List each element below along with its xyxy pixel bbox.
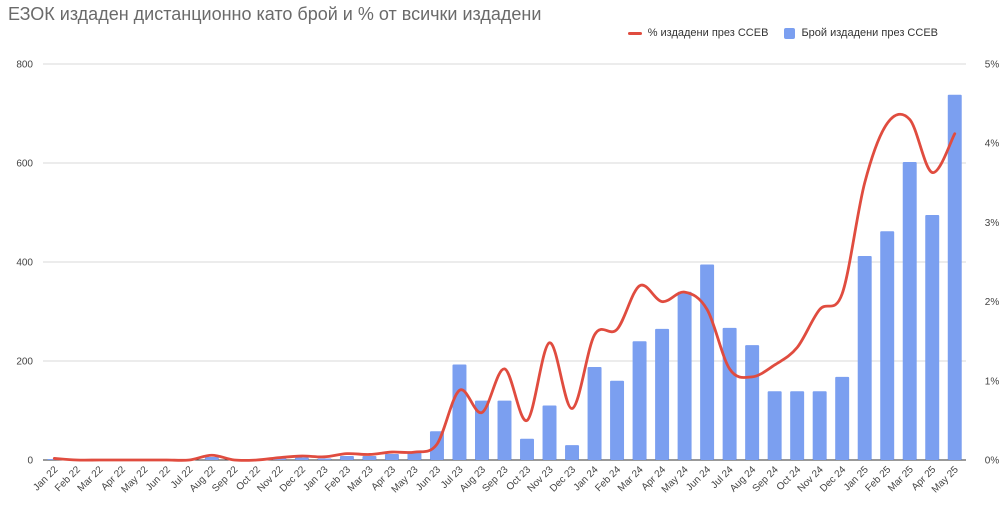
y-left-tick-label: 600 — [16, 159, 33, 170]
bar — [700, 264, 715, 460]
line-layer — [52, 112, 957, 462]
x-tick-label: Jun 22 — [144, 464, 173, 493]
y-left-tick-label: 0 — [27, 456, 33, 467]
y-left-tick-label: 400 — [16, 258, 33, 269]
bar — [925, 214, 940, 460]
y-right-tick-label: 3% — [985, 218, 1000, 229]
chart-title: ЕЗОК издаден дистанционно като брой и % … — [8, 4, 542, 24]
bar — [655, 328, 670, 460]
bar — [407, 452, 422, 460]
legend-bar-label: Брой издадени през ССЕВ — [801, 27, 938, 39]
x-tick-label: Dec 24 — [818, 464, 848, 494]
x-tick-label: Sep 23 — [480, 464, 510, 494]
bar — [475, 400, 489, 460]
bar — [790, 391, 805, 460]
legend-bar-swatch — [784, 27, 796, 39]
bar — [857, 256, 872, 460]
x-tick-label: Dec 22 — [278, 464, 308, 494]
bar-layer — [47, 94, 962, 460]
legend: % издадени през ССЕВ Брой издадени през … — [612, 27, 938, 39]
legend-line-swatch — [627, 31, 642, 35]
bar — [610, 380, 625, 460]
bar — [947, 94, 962, 460]
x-tick-label: Jun 24 — [684, 464, 713, 493]
bar — [632, 341, 647, 460]
bar — [339, 456, 354, 460]
bar — [317, 458, 332, 460]
bar — [677, 291, 692, 460]
y-right-tick-label: 0% — [985, 456, 1000, 467]
x-tick-label: Dec 23 — [548, 464, 578, 494]
bar — [497, 400, 512, 460]
bar — [542, 405, 557, 460]
x-tick-label: Mar 23 — [346, 464, 376, 494]
y-left-tick-label: 200 — [16, 357, 33, 368]
legend-item-bar: Брой издадени през ССЕВ — [784, 27, 938, 39]
legend-item-line: % издадени през ССЕВ — [627, 27, 769, 39]
bar — [384, 454, 399, 460]
x-tick-label: Mar 25 — [886, 464, 916, 494]
x-tick-label: Sep 22 — [210, 464, 240, 494]
bar — [767, 391, 782, 460]
y-left-tick-label: 800 — [16, 60, 33, 71]
x-tick-label: Mar 24 — [616, 464, 646, 494]
y-right-tick-label: 2% — [985, 297, 1000, 308]
x-tick-label: Jun 23 — [414, 464, 443, 493]
y-right-tick-label: 5% — [985, 60, 1000, 71]
bar — [835, 376, 850, 460]
x-tick-label: Sep 24 — [751, 464, 781, 494]
series-line — [52, 112, 957, 462]
bar — [902, 162, 917, 460]
bar — [880, 231, 895, 460]
bar — [812, 391, 827, 460]
bar — [204, 457, 219, 460]
bar — [745, 345, 760, 460]
bar — [452, 364, 467, 460]
bar — [520, 438, 534, 460]
bar — [722, 327, 737, 460]
bar — [565, 445, 580, 460]
bar — [587, 366, 602, 460]
y-right-tick-label: 4% — [985, 139, 1000, 150]
y-right-tick-label: 1% — [985, 376, 1000, 387]
x-tick-label: Mar 22 — [76, 464, 106, 494]
bar — [362, 456, 377, 460]
legend-line-label: % издадени през ССЕВ — [647, 27, 769, 39]
bar — [294, 457, 309, 460]
